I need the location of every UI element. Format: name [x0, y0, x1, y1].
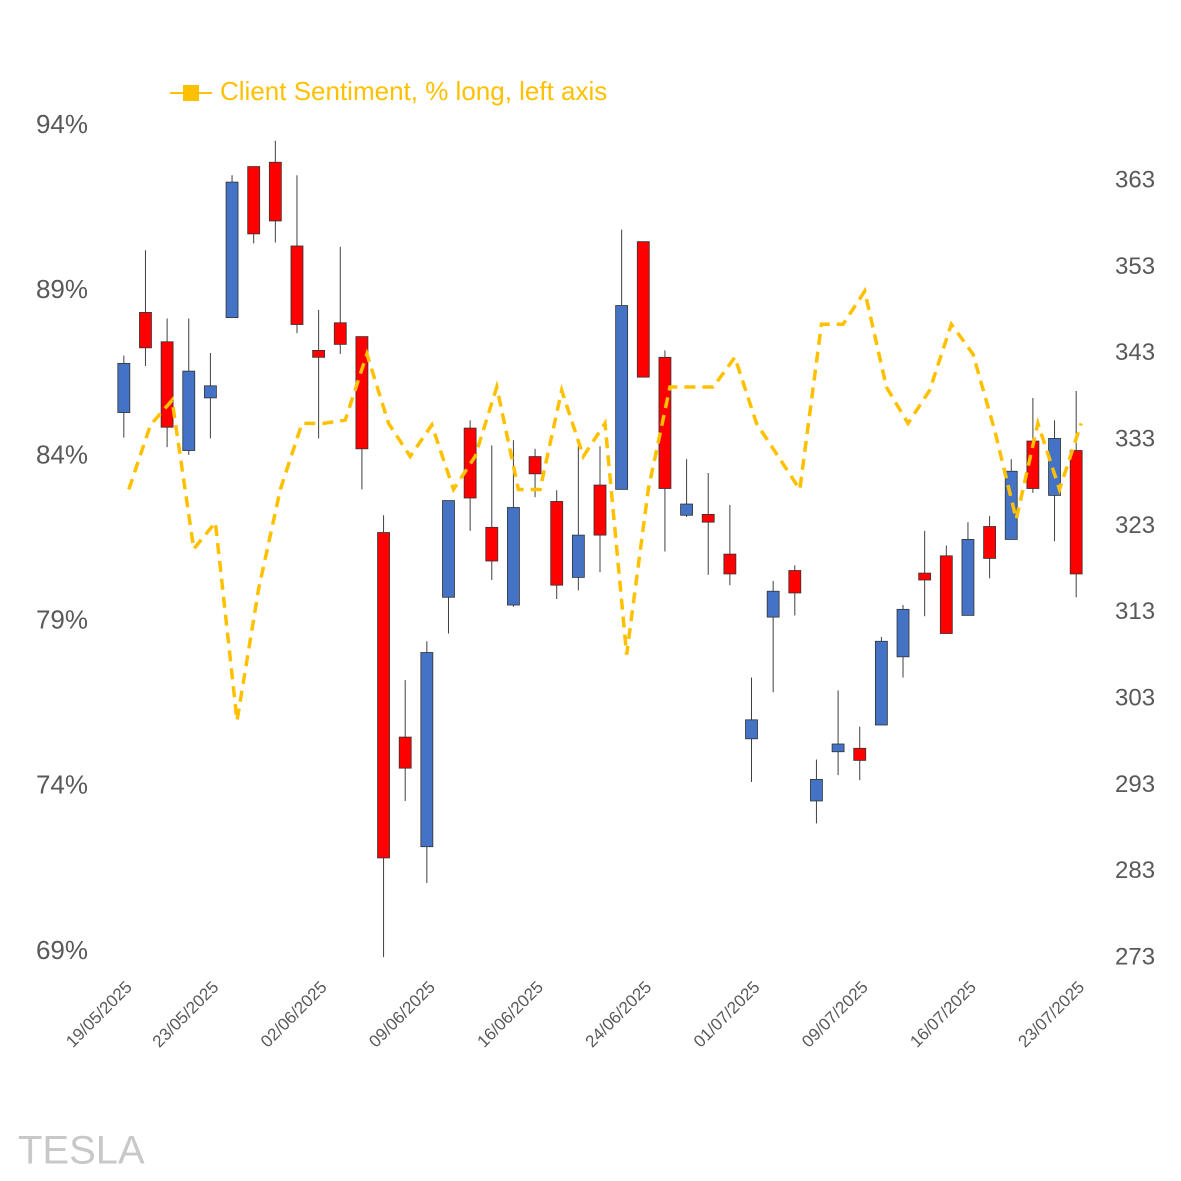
legend-swatch: [183, 85, 199, 101]
candle-body: [550, 501, 564, 586]
candle-body: [831, 743, 845, 753]
y2-tick-label: 273: [1115, 943, 1155, 970]
candle-body: [788, 570, 802, 594]
candle-body: [398, 736, 412, 769]
candle-body: [139, 312, 152, 349]
candle-body: [1048, 438, 1061, 496]
candle-body: [485, 526, 499, 562]
y2-tick-label: 343: [1115, 339, 1155, 366]
candle-body: [247, 166, 261, 235]
candle-body: [939, 555, 953, 634]
candle-body: [874, 640, 888, 726]
candle-body: [680, 503, 693, 516]
candle-body: [810, 778, 823, 802]
y2-tick-label: 363: [1115, 167, 1155, 194]
candle-body: [896, 608, 910, 658]
y-tick-label: 69%: [36, 935, 88, 965]
y-tick-label: 74%: [36, 770, 88, 800]
y2-tick-label: 353: [1115, 253, 1155, 280]
candle-body: [571, 534, 585, 578]
y-tick-label: 84%: [36, 439, 88, 469]
candle-body: [442, 500, 455, 598]
candle-body: [377, 532, 390, 859]
candle-body: [225, 181, 239, 319]
y2-tick-label: 283: [1115, 857, 1155, 884]
y2-tick-label: 323: [1115, 512, 1155, 539]
candle-body: [853, 747, 867, 761]
candle-body: [160, 341, 174, 428]
candle-body: [312, 350, 326, 358]
candle-body: [203, 385, 217, 399]
y2-tick-label: 303: [1115, 684, 1155, 711]
y2-tick-label: 293: [1115, 771, 1155, 798]
candle-body: [766, 590, 780, 618]
candle-body: [507, 507, 520, 606]
candle-body: [420, 652, 434, 848]
candle-body: [701, 514, 715, 523]
watermark: TESLA: [18, 1129, 145, 1173]
y2-tick-label: 313: [1115, 598, 1155, 625]
candle-body: [983, 526, 996, 559]
candle-body: [593, 484, 607, 536]
candle-body: [636, 241, 650, 378]
candle-body: [961, 539, 975, 616]
y-tick-label: 89%: [36, 274, 88, 304]
candle-body: [182, 370, 196, 451]
y-tick-label: 94%: [36, 109, 88, 139]
candle-body: [745, 719, 758, 740]
sentiment-line: [127, 286, 1083, 722]
candle-body: [723, 553, 737, 575]
candle-body: [268, 161, 282, 222]
y2-tick-label: 333: [1115, 426, 1155, 453]
legend-label: Client Sentiment, % long, left axis: [220, 76, 607, 106]
candle-body: [918, 572, 932, 581]
candle-body: [290, 245, 304, 325]
candle-body: [117, 362, 131, 413]
candle-body: [615, 305, 629, 490]
candle-body: [1069, 450, 1083, 575]
candle-body: [528, 456, 542, 475]
candle-body: [333, 322, 347, 345]
y-tick-label: 79%: [36, 604, 88, 634]
